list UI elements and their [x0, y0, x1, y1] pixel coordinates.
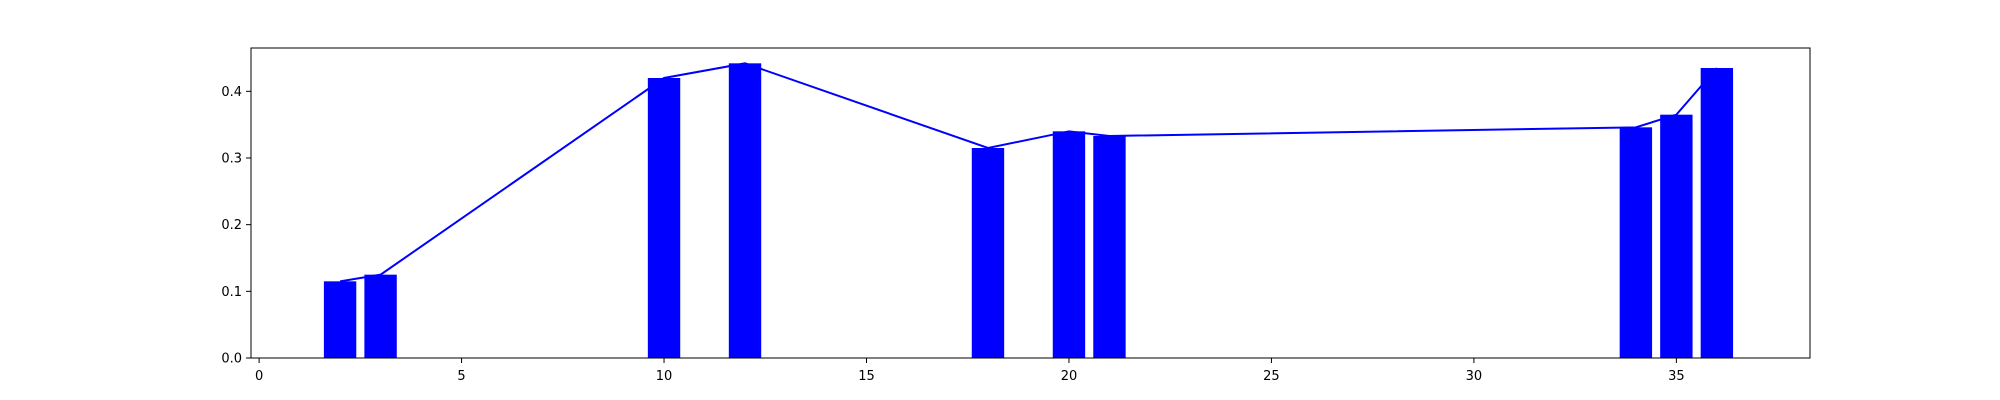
bar — [364, 274, 397, 358]
bar — [971, 148, 1005, 358]
bar — [1700, 68, 1734, 358]
plot-frame — [250, 47, 1811, 359]
axes: 0 5 10 15 20 25 30 35 0.0 0.1 0.2 0.3 0.4 — [221, 47, 1811, 384]
y-tick-label: 0.0 — [221, 352, 242, 367]
series-line — [339, 62, 1718, 283]
bar — [1619, 127, 1653, 358]
bars — [323, 63, 1734, 358]
y-tick-label: 0.4 — [221, 85, 242, 100]
bar — [1052, 131, 1086, 358]
x-tick-label: 15 — [858, 369, 875, 384]
x-tick-label: 20 — [1061, 369, 1078, 384]
bar — [1660, 114, 1693, 358]
x-tick-label: 25 — [1263, 369, 1280, 384]
bar — [728, 63, 762, 358]
x-tick-label: 0 — [255, 369, 263, 384]
y-tick-label: 0.2 — [221, 218, 242, 233]
x-tick-label: 10 — [656, 369, 673, 384]
bar — [1093, 136, 1126, 358]
y-tick-label: 0.3 — [221, 152, 242, 167]
x-tick-label: 30 — [1466, 369, 1483, 384]
y-tick-label: 0.1 — [221, 285, 242, 300]
series-line-group — [339, 62, 1718, 283]
bar — [647, 78, 681, 358]
x-tick-label: 5 — [457, 369, 465, 384]
x-tick-label: 35 — [1668, 369, 1685, 384]
bar — [323, 281, 357, 358]
